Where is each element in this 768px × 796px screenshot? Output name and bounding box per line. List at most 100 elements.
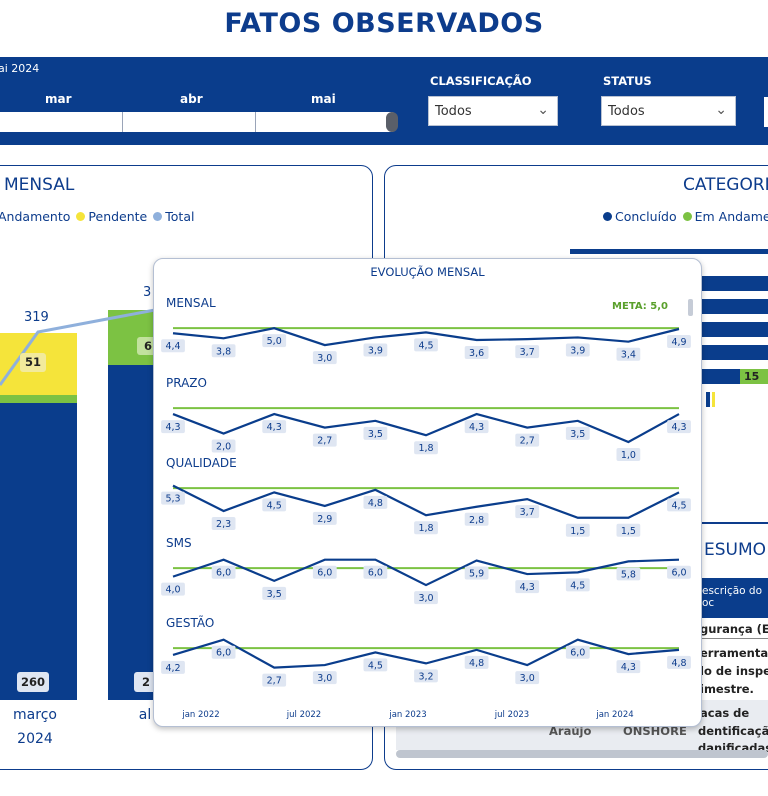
data-label: 4,3 <box>165 422 180 433</box>
data-label: 6,0 <box>671 568 686 579</box>
data-label: 3,0 <box>317 353 332 364</box>
data-label-bg <box>414 591 438 605</box>
total-label-abril: 3 <box>143 285 152 300</box>
slider-handle[interactable] <box>386 112 398 132</box>
data-label-bg <box>262 498 287 512</box>
slider-tick <box>255 112 256 132</box>
category-bar[interactable] <box>700 299 768 314</box>
concluido-label-abril: 2 <box>134 672 158 692</box>
x-tick-label: jul 2022 <box>286 710 321 720</box>
status-dropdown[interactable]: Todos ⌄ <box>601 96 736 126</box>
legend-andamento: Andamento <box>0 209 71 224</box>
data-label: 2,7 <box>520 436 535 447</box>
data-label: 6,0 <box>317 568 332 579</box>
classificacao-label: CLASSIFICAÇÃO <box>430 74 532 88</box>
data-label: 4,2 <box>165 663 180 674</box>
resumo-cell: Araújo <box>549 724 592 738</box>
data-label-bg <box>515 671 540 685</box>
data-label-bg <box>312 565 337 579</box>
data-label-bg <box>414 441 438 455</box>
category-bar[interactable] <box>570 249 768 254</box>
data-label: 4,5 <box>418 340 433 351</box>
data-label-bg <box>667 420 691 434</box>
data-label-bg <box>161 339 185 353</box>
data-label: 3,0 <box>418 593 433 604</box>
x-label-marco: março <box>13 707 57 723</box>
data-label: 3,7 <box>520 347 535 358</box>
data-label: 3,7 <box>520 507 535 518</box>
data-label: 6,0 <box>216 648 231 659</box>
status-value: Todos <box>608 104 645 119</box>
data-label: 3,5 <box>267 589 282 600</box>
data-label-bg <box>211 645 236 659</box>
resumo-cell: dentificação <box>698 724 768 738</box>
data-label: 4,9 <box>671 337 686 348</box>
bar-andamento-marco[interactable] <box>0 395 77 403</box>
category-bar[interactable] <box>700 345 768 360</box>
data-label: 3,0 <box>317 673 332 684</box>
data-label-bg <box>464 346 489 359</box>
legend-em-andamento: Em Andament <box>694 209 768 224</box>
category-bar[interactable] <box>706 392 710 407</box>
category-bar[interactable] <box>700 369 740 384</box>
data-label-bg <box>616 523 641 537</box>
series-title-0: MENSAL <box>166 296 216 310</box>
chevron-down-icon: ⌄ <box>537 102 549 118</box>
data-label: 1,8 <box>418 443 433 454</box>
filter-dropdown-partial[interactable] <box>764 97 768 127</box>
popup-scrollbar[interactable] <box>688 299 693 316</box>
data-label-bg <box>464 655 489 669</box>
data-label-bg <box>414 338 438 352</box>
data-label: 2,7 <box>267 676 282 687</box>
data-label-bg <box>667 565 691 579</box>
data-label-bg <box>161 660 185 674</box>
horizontal-scrollbar[interactable] <box>396 750 768 758</box>
legend-total: Total <box>165 209 195 224</box>
data-label-bg <box>464 512 489 526</box>
data-label-bg <box>565 578 590 592</box>
filter-bar: ai 2024 mar abr mai CLASSIFICAÇÃO Todos … <box>0 57 768 145</box>
data-label: 6,0 <box>570 648 585 659</box>
data-label-bg <box>515 433 540 447</box>
concluido-label-marco: 260 <box>17 672 49 692</box>
classificacao-dropdown[interactable]: Todos ⌄ <box>428 96 558 126</box>
data-label-bg <box>667 655 691 669</box>
category-bar-pendente[interactable] <box>712 392 715 407</box>
date-range-text: ai 2024 <box>0 62 40 75</box>
data-label-bg <box>363 495 388 509</box>
series-title-3: SMS <box>166 536 192 550</box>
data-label-bg <box>616 660 641 674</box>
data-label: 4,5 <box>671 500 686 511</box>
data-label: 1,0 <box>621 450 636 461</box>
date-range-slider[interactable] <box>0 112 398 132</box>
category-bar-andamento[interactable] <box>740 369 768 384</box>
data-label-bg <box>211 565 236 579</box>
category-bar[interactable] <box>700 276 768 291</box>
page-title: FATOS OBSERVADOS <box>224 8 544 39</box>
category-bar[interactable] <box>700 322 768 337</box>
popup-title: EVOLUÇÃO MENSAL <box>370 265 485 279</box>
x-tick-label: jan 2022 <box>181 710 219 720</box>
data-label: 3,8 <box>216 346 231 357</box>
data-label-bg <box>616 448 641 461</box>
data-label: 2,7 <box>317 436 332 447</box>
data-label-bg <box>262 334 287 348</box>
series-line-1 <box>172 412 680 444</box>
resumo-cell: lo de inspec <box>700 664 768 678</box>
data-label-bg <box>363 658 388 672</box>
data-label: 5,8 <box>621 569 636 580</box>
data-label: 4,8 <box>469 658 484 669</box>
bar-concluido-marco[interactable] <box>0 403 77 700</box>
data-label: 1,5 <box>570 526 585 537</box>
data-label: 4,3 <box>520 582 535 593</box>
series-title-1: PRAZO <box>166 376 207 390</box>
x-tick-label: jan 2023 <box>388 710 426 720</box>
data-label: 4,5 <box>267 500 282 511</box>
bar-concluido-abril[interactable] <box>108 365 158 700</box>
legend-dot-concluido <box>603 212 612 221</box>
data-label: 4,0 <box>165 585 180 596</box>
pendente-label-marco: 51 <box>20 353 46 372</box>
data-label-bg <box>161 582 185 596</box>
legend-dot-total <box>153 212 163 221</box>
andamento-label: 15 <box>744 370 760 383</box>
